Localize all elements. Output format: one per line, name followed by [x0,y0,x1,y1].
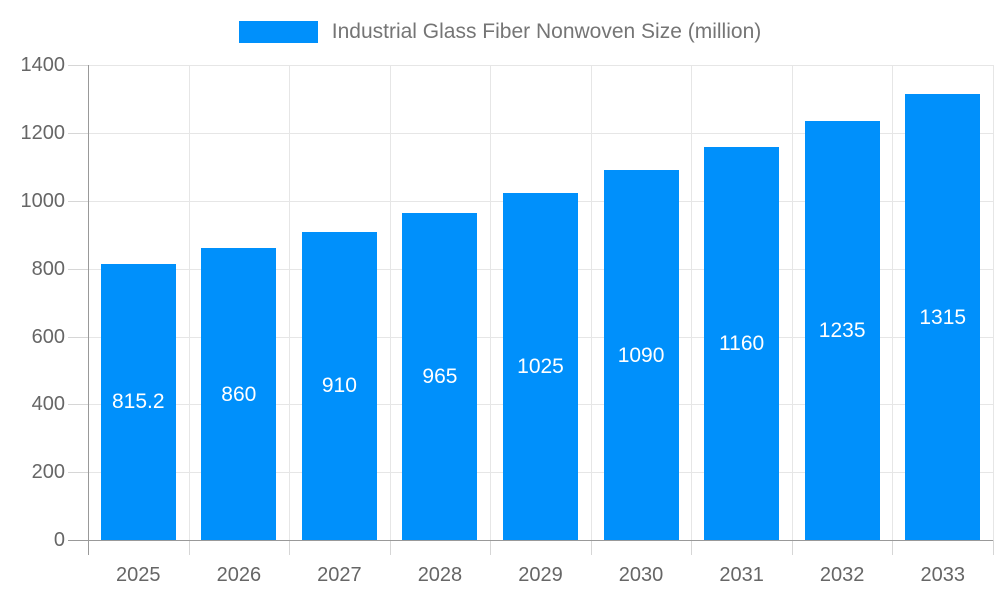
y-gridline [88,133,993,135]
y-axis-line [88,65,89,555]
y-tick-mark [68,201,88,202]
bar-value-label: 1025 [517,354,564,378]
x-gridline [892,65,894,540]
x-tick-mark [892,540,894,555]
x-tick-mark [289,540,291,555]
y-tick-mark [68,268,88,270]
x-gridline [590,65,592,540]
bar-value-label: 965 [422,364,458,388]
bar-value-label: 910 [321,374,357,398]
bar [603,170,679,540]
y-axis-tick-label: 600 [31,325,65,348]
bar [402,212,478,540]
y-axis-tick-label: 1200 [20,122,66,145]
bar-value-label: 1315 [919,305,967,329]
x-gridline [993,65,994,540]
x-gridline [791,65,793,540]
x-axis-tick-label: 2032 [819,564,865,586]
x-tick-mark [590,540,592,555]
x-tick-mark [691,540,693,555]
y-axis-tick-label: 400 [31,393,65,416]
bar-value-label: 815.2 [111,390,165,414]
x-axis-line [68,540,993,541]
x-gridline [389,65,391,540]
y-tick-mark [68,472,88,474]
x-tick-mark [490,540,492,555]
x-tick-mark [188,540,190,555]
x-gridline [188,65,190,540]
bar-value-label: 860 [221,382,257,406]
x-axis-tick-label: 2030 [618,564,664,586]
x-axis-tick-label: 2025 [116,564,161,586]
y-tick-mark [68,404,88,406]
x-tick-mark [791,540,793,555]
bar-value-label: 1090 [617,343,665,367]
bar [100,263,176,540]
bar [503,192,578,540]
y-tick-mark [68,133,88,135]
y-tick-mark [68,336,88,338]
legend-label: Industrial Glass Fiber Nonwoven Size (mi… [331,20,762,43]
legend-swatch [238,21,318,43]
x-tick-mark [389,540,391,555]
bar [804,121,880,540]
bar [201,248,277,540]
legend: Industrial Glass Fiber Nonwoven Size (mi… [0,14,1000,50]
x-axis-tick-label: 2026 [216,564,262,586]
y-axis-tick-label: 1400 [20,54,66,77]
x-axis-tick-label: 2033 [920,564,965,586]
x-gridline [289,65,291,540]
y-tick-mark [68,65,88,67]
x-axis-tick-label: 2027 [317,564,362,586]
y-axis-tick-label: 0 [53,529,65,551]
bar-value-label: 1235 [818,319,866,343]
x-axis-tick-label: 2029 [518,564,563,586]
y-axis-tick-label: 1000 [20,190,66,212]
bar [301,231,377,540]
x-axis-tick-label: 2031 [719,564,764,586]
bar-value-label: 1160 [719,331,765,355]
x-tick-mark [993,540,994,555]
y-axis-tick-label: 800 [31,257,65,280]
y-axis-tick-label: 200 [31,461,65,484]
x-gridline [691,65,693,540]
y-gridline [88,65,993,67]
bar [905,94,981,540]
x-axis-tick-label: 2028 [417,564,463,586]
x-gridline [490,65,492,540]
bar [704,146,780,540]
